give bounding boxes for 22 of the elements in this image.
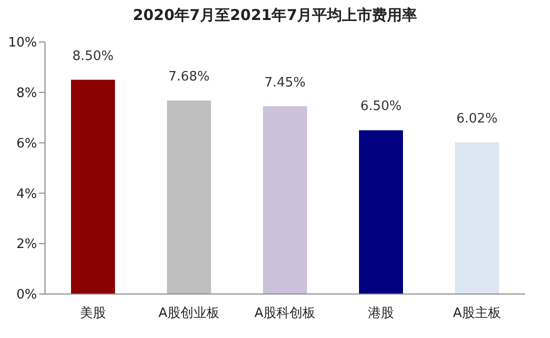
x-tick-label: A股科创板: [254, 306, 316, 322]
bar: [455, 142, 499, 294]
data-label: 8.50%: [72, 48, 114, 64]
x-tick-label: 美股: [80, 305, 106, 322]
y-tick-label: 8%: [16, 86, 37, 102]
bar: [263, 106, 307, 294]
data-label: 6.50%: [360, 99, 402, 114]
data-label: 6.02%: [456, 111, 498, 126]
y-tick-label: 4%: [16, 186, 37, 202]
bar: [359, 130, 403, 294]
data-label: 7.45%: [264, 75, 306, 90]
chart-title: 2020年7月至2021年7月平均上市费用率: [132, 6, 418, 26]
x-tick-label: A股主板: [453, 305, 501, 322]
x-tick-label: 港股: [368, 306, 394, 322]
y-tick-label: 10%: [8, 36, 37, 51]
bar: [167, 100, 211, 294]
x-tick-label: A股创业板: [158, 306, 220, 322]
y-tick-label: 0%: [16, 288, 37, 303]
y-tick-label: 2%: [16, 237, 37, 252]
y-tick-label: 6%: [16, 136, 37, 152]
bar: [71, 80, 115, 294]
data-label: 7.68%: [168, 69, 210, 84]
